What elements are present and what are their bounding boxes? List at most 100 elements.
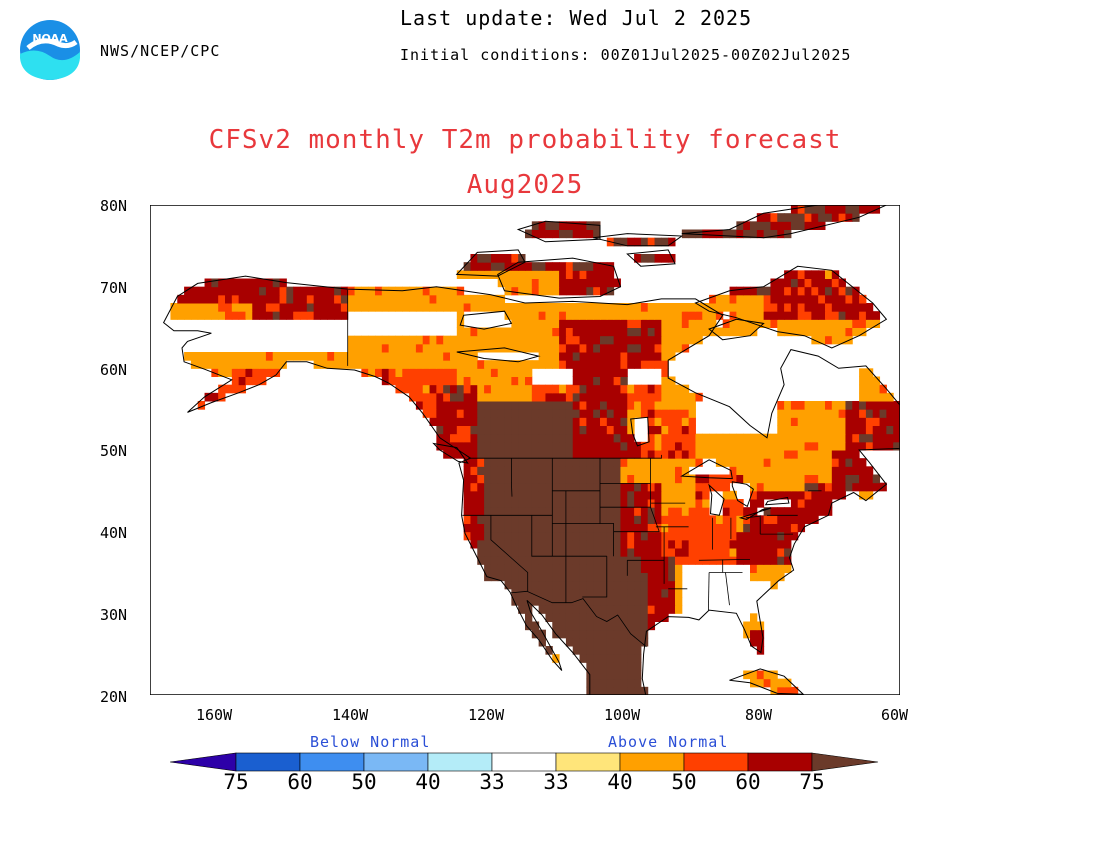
- forecast-cell: [688, 425, 696, 435]
- forecast-cell: [825, 425, 833, 435]
- forecast-cell: [313, 286, 321, 296]
- forecast-cell: [668, 548, 676, 557]
- forecast-cell: [586, 441, 594, 451]
- forecast-cell: [593, 417, 601, 426]
- forecast-cell: [893, 409, 900, 418]
- forecast-cell: [402, 294, 410, 304]
- forecast-cell: [259, 368, 267, 377]
- forecast-cell: [375, 352, 383, 361]
- forecast-cell: [218, 286, 226, 296]
- forecast-cell: [450, 352, 458, 361]
- forecast-cell: [484, 507, 492, 516]
- forecast-cell: [777, 515, 785, 524]
- forecast-cell: [586, 409, 594, 418]
- lat-label-30n: 30N: [100, 606, 128, 624]
- forecast-cell: [565, 466, 574, 475]
- forecast-cell: [518, 425, 526, 435]
- forecast-cell: [306, 286, 315, 296]
- forecast-cell: [470, 303, 478, 312]
- forecast-cell: [872, 311, 881, 320]
- forecast-cell: [354, 335, 362, 345]
- forecast-cell: [511, 286, 519, 296]
- forecast-cell: [872, 319, 881, 328]
- forecast-cell: [818, 319, 826, 328]
- forecast-cell: [627, 482, 635, 492]
- forecast-cell: [640, 311, 649, 320]
- forecast-cell: [443, 417, 451, 426]
- forecast-cell: [225, 303, 233, 312]
- forecast-cell: [818, 311, 826, 320]
- forecast-cell: [675, 441, 683, 451]
- forecast-cell: [545, 441, 553, 451]
- forecast-cell: [477, 441, 485, 451]
- forecast-cell: [593, 646, 601, 655]
- forecast-cell: [600, 539, 608, 549]
- forecast-cell: [593, 221, 601, 230]
- forecast-cell: [559, 229, 567, 239]
- forecast-cell: [559, 588, 567, 598]
- forecast-cell: [511, 417, 519, 426]
- forecast-cell: [654, 327, 662, 337]
- forecast-cell: [497, 425, 506, 435]
- forecast-cell: [715, 450, 724, 459]
- forecast-cell: [681, 474, 690, 484]
- forecast-cell: [586, 499, 594, 508]
- initial-conditions-label: Initial conditions: 00Z01Jul2025-00Z02Ju…: [400, 46, 852, 64]
- forecast-cell: [327, 303, 335, 312]
- forecast-cell: [470, 539, 478, 549]
- forecast-cell: [784, 294, 792, 304]
- forecast-cell: [593, 376, 601, 386]
- coastline-path: [680, 459, 733, 480]
- forecast-cell: [831, 425, 840, 435]
- forecast-cell: [804, 507, 812, 516]
- forecast-cell: [777, 572, 785, 582]
- forecast-cell: [456, 360, 465, 369]
- lon-label-140w: 140W: [332, 706, 369, 724]
- forecast-cell: [518, 441, 526, 451]
- forecast-cell: [736, 286, 744, 296]
- forecast-cell: [354, 360, 362, 369]
- forecast-cell: [661, 425, 669, 435]
- forecast-cell: [218, 392, 226, 402]
- forecast-cell: [709, 482, 717, 492]
- forecast-cell: [381, 286, 390, 296]
- forecast-cell: [675, 401, 683, 410]
- forecast-cell: [579, 401, 587, 410]
- forecast-cell: [586, 343, 594, 353]
- forecast-cell: [654, 548, 662, 557]
- forecast-cell: [627, 686, 635, 695]
- forecast-cell: [177, 311, 185, 320]
- forecast-cell: [381, 376, 390, 386]
- forecast-cell: [620, 686, 628, 695]
- forecast-cell: [620, 376, 628, 386]
- forecast-cell: [518, 507, 526, 516]
- forecast-cell: [586, 629, 594, 639]
- forecast-cell: [565, 572, 574, 582]
- forecast-cell: [593, 343, 601, 353]
- forecast-cell: [818, 466, 826, 475]
- forecast-cell: [634, 654, 642, 663]
- forecast-cell: [620, 303, 628, 312]
- forecast-cell: [838, 319, 846, 328]
- forecast-cell: [456, 294, 465, 304]
- forecast-cell: [804, 286, 812, 296]
- forecast-cell: [627, 588, 635, 598]
- forecast-cell: [756, 637, 765, 647]
- forecast-cell: [634, 343, 642, 353]
- forecast-cell: [252, 278, 260, 288]
- forecast-cell: [838, 458, 846, 467]
- forecast-cell: [668, 311, 676, 320]
- forecast-cell: [763, 319, 771, 328]
- forecast-cell: [838, 205, 846, 214]
- forecast-cell: [675, 417, 683, 426]
- forecast-cell: [729, 286, 737, 296]
- forecast-cell: [552, 327, 560, 337]
- forecast-cell: [811, 490, 819, 500]
- forecast-cell: [552, 392, 560, 402]
- forecast-cell: [784, 564, 792, 573]
- forecast-cell: [559, 539, 567, 549]
- forecast-cell: [729, 499, 737, 508]
- coastline-path: [708, 318, 765, 341]
- forecast-cell: [784, 458, 792, 467]
- forecast-cell: [859, 490, 867, 500]
